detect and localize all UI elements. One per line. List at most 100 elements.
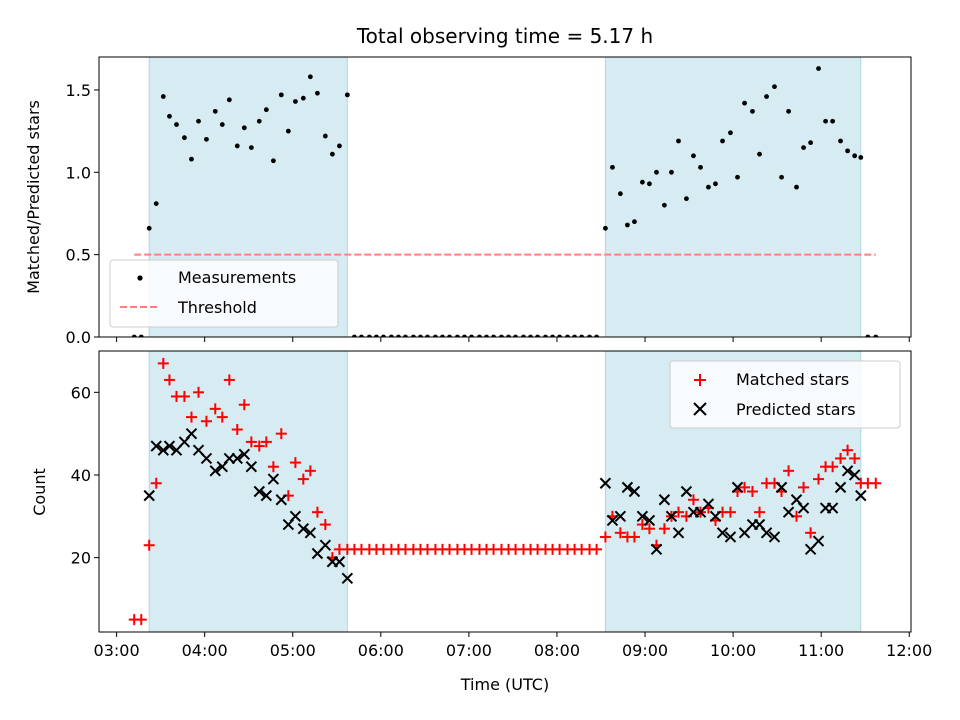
point-measurements xyxy=(182,135,187,141)
point-measurements xyxy=(403,334,408,337)
point-predicted-stars xyxy=(267,473,280,485)
y-tick-label: 20 xyxy=(71,549,91,568)
x-tick-label: 12:00 xyxy=(886,641,932,660)
bottom-panel: 20 40 60 03:00 04:00 05:00 06:00 07:00 08:00 09:… xyxy=(30,350,932,694)
point-predicted-stars xyxy=(834,481,847,494)
point-measurements xyxy=(779,174,784,180)
top-x-ticks xyxy=(116,337,910,342)
point-measurements xyxy=(528,334,533,337)
point-measurements xyxy=(513,334,518,337)
point-measurements xyxy=(662,202,667,208)
bottom-y-axis-label: Count xyxy=(30,468,49,516)
top-legend: Measurements Threshold xyxy=(109,259,339,328)
legend-label-matched: Matched stars xyxy=(736,370,849,389)
point-measurements xyxy=(447,334,452,337)
legend-label-predicted: Predicted stars xyxy=(736,400,856,419)
point-predicted-stars xyxy=(841,465,854,477)
x-tick-label: 07:00 xyxy=(446,641,492,660)
point-measurements xyxy=(344,92,350,98)
point-measurements xyxy=(816,66,821,71)
y-tick-label: 0.0 xyxy=(66,328,91,347)
point-measurements xyxy=(594,334,599,337)
point-measurements xyxy=(873,334,879,337)
point-measurements xyxy=(433,334,438,337)
bottom-plot-area xyxy=(128,357,882,626)
point-measurements xyxy=(579,334,585,337)
top-panel: 0.0 0.5 1.0 1.5 Matched/Predicted stars Mea… xyxy=(24,56,912,347)
point-measurements xyxy=(858,155,864,160)
point-matched-stars xyxy=(185,411,197,423)
point-matched-stars xyxy=(849,452,861,464)
point-measurements xyxy=(263,107,269,113)
point-measurements xyxy=(315,90,320,96)
bottom-axes-frame xyxy=(98,350,912,633)
point-matched-stars xyxy=(297,473,309,485)
point-matched-stars xyxy=(253,440,265,452)
point-matched-stars xyxy=(687,494,699,506)
point-predicted-stars xyxy=(157,444,169,456)
point-predicted-stars xyxy=(238,448,251,461)
point-measurements xyxy=(572,334,577,337)
point-matched-stars xyxy=(813,473,825,485)
point-measurements xyxy=(278,92,284,98)
point-matched-stars xyxy=(260,436,272,448)
point-measurements xyxy=(506,334,511,337)
point-measurements xyxy=(131,334,137,337)
point-measurements xyxy=(713,181,718,187)
point-measurements xyxy=(698,164,703,170)
point-predicted-stars xyxy=(304,527,317,539)
point-predicted-stars xyxy=(812,535,825,547)
point-measurements xyxy=(196,118,201,124)
point-measurements xyxy=(396,334,401,337)
point-predicted-stars xyxy=(665,510,678,523)
point-matched-stars xyxy=(599,531,611,543)
point-measurements xyxy=(212,108,218,114)
point-measurements xyxy=(270,158,276,164)
point-measurements xyxy=(352,334,357,337)
point-measurements xyxy=(359,334,364,337)
point-predicted-stars xyxy=(716,527,729,539)
x-tick-label: 10:00 xyxy=(710,641,756,660)
bottom-legend: Matched stars Predicted stars xyxy=(669,360,901,429)
point-measurements xyxy=(477,334,482,337)
point-matched-stars xyxy=(842,444,854,456)
point-matched-stars xyxy=(216,411,228,423)
point-measurements xyxy=(204,136,209,142)
point-predicted-stars xyxy=(826,502,839,514)
legend-marker-measurements xyxy=(137,275,143,281)
legend-marker-matched xyxy=(694,374,706,386)
top-plot-area xyxy=(131,66,879,337)
point-measurements xyxy=(669,169,674,175)
y-tick-label: 0.5 xyxy=(66,246,91,265)
point-measurements xyxy=(830,118,836,124)
point-measurements xyxy=(823,118,828,124)
point-measurements xyxy=(440,334,445,337)
point-measurements xyxy=(742,100,747,106)
point-predicted-stars xyxy=(200,452,213,465)
point-measurements xyxy=(676,138,681,144)
point-measurements xyxy=(639,179,645,185)
point-measurements xyxy=(491,334,496,337)
point-measurements xyxy=(411,334,416,337)
point-matched-stars xyxy=(754,506,766,518)
point-measurements xyxy=(543,334,548,337)
point-measurements xyxy=(160,94,166,99)
observing-window-band xyxy=(604,56,862,338)
point-matched-stars xyxy=(143,539,155,551)
point-matched-stars xyxy=(643,523,655,535)
x-axis-label: Time (UTC) xyxy=(460,675,549,694)
point-measurements xyxy=(256,118,262,124)
point-matched-stars xyxy=(783,465,795,477)
point-matched-stars xyxy=(628,531,640,543)
point-matched-stars xyxy=(311,506,323,518)
point-matched-stars xyxy=(178,390,190,402)
point-predicted-stars xyxy=(150,440,162,452)
point-predicted-stars xyxy=(341,572,354,584)
point-predicted-stars xyxy=(775,481,788,494)
point-measurements xyxy=(750,108,755,114)
legend-label-measurements: Measurements xyxy=(178,268,296,287)
point-predicted-stars xyxy=(599,477,612,489)
point-predicted-stars xyxy=(731,481,744,494)
point-predicted-stars xyxy=(848,469,861,481)
point-measurements xyxy=(772,84,777,90)
